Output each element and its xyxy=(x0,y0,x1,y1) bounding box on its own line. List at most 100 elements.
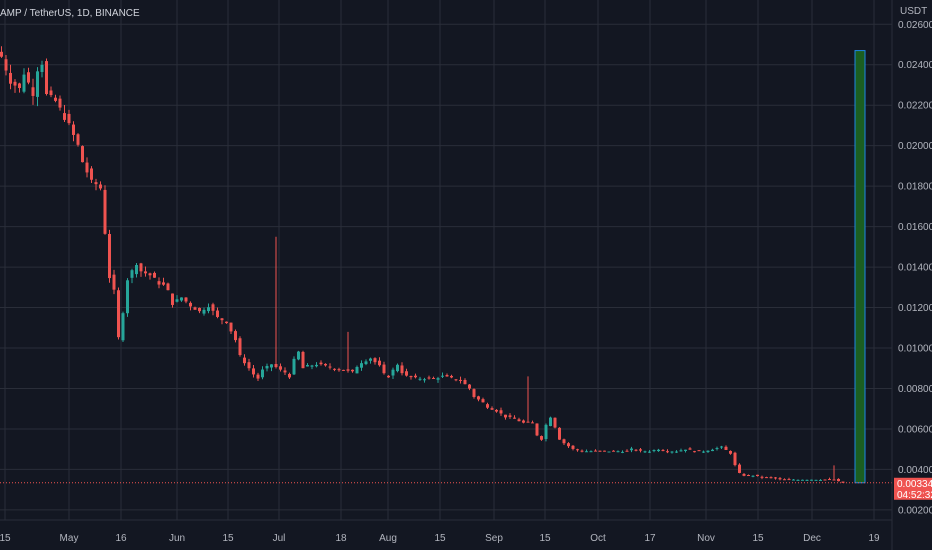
candle-body xyxy=(328,366,332,368)
x-tick-label: 15 xyxy=(434,533,446,544)
target-zone-box[interactable] xyxy=(854,50,866,484)
candle-body xyxy=(522,420,525,423)
y-tick-label: 0.02200 xyxy=(898,101,932,112)
candle-body xyxy=(189,302,192,307)
x-tick-label: 15 xyxy=(222,533,234,544)
candle xyxy=(126,278,129,317)
candle-body xyxy=(369,358,372,361)
candle-body xyxy=(783,479,786,481)
candle-body xyxy=(513,417,516,419)
x-tick-label: 17 xyxy=(644,533,656,544)
candle-body xyxy=(373,358,377,363)
candle xyxy=(9,64,12,90)
candle xyxy=(553,417,557,429)
candle-body xyxy=(724,446,728,450)
candle xyxy=(769,476,773,479)
candle-body xyxy=(315,364,318,367)
candle-body xyxy=(769,477,773,479)
candle xyxy=(265,363,269,372)
candle-body xyxy=(594,450,597,452)
candle xyxy=(832,465,836,481)
candle xyxy=(495,409,498,413)
candle xyxy=(477,395,480,402)
y-tick-label: 0.02000 xyxy=(898,141,932,152)
candle xyxy=(166,282,170,291)
candle-body xyxy=(774,477,777,479)
candle-body xyxy=(265,365,269,369)
candle-body xyxy=(211,304,215,311)
x-tick-label: Jul xyxy=(273,533,286,544)
candle xyxy=(805,479,809,481)
candle-body xyxy=(796,479,800,481)
candle-body xyxy=(171,293,174,305)
candle xyxy=(112,269,116,295)
candle xyxy=(558,427,561,440)
candle-body xyxy=(355,366,359,374)
candle xyxy=(445,373,449,377)
candle xyxy=(76,133,80,147)
candle xyxy=(463,378,467,385)
x-tick-label: 15 xyxy=(0,533,11,544)
candle xyxy=(63,105,66,122)
candle-body xyxy=(535,423,539,436)
y-tick-label: 0.02600 xyxy=(898,20,932,31)
y-tick-label: 0.01800 xyxy=(898,182,932,193)
candle-body xyxy=(274,363,278,368)
candle-body xyxy=(567,443,570,447)
candle xyxy=(657,448,660,452)
candle xyxy=(292,356,296,375)
candle xyxy=(346,331,350,373)
candle xyxy=(94,178,98,191)
candle-body xyxy=(562,439,566,444)
time-axis[interactable]: 15 May 16 Jun 15 Jul 18 Aug 15 Sep 15 Oct 17 Nov 15 Dec… xyxy=(0,533,880,544)
candle-body xyxy=(508,415,512,417)
candle xyxy=(774,476,777,480)
x-tick-label: Sep xyxy=(485,533,503,544)
candle-body xyxy=(738,464,741,473)
candle-body xyxy=(13,81,17,86)
candle-body xyxy=(481,399,485,403)
symbol-title: AMP / TetherUS, 1D, BINANCE xyxy=(0,8,140,19)
candle xyxy=(36,67,39,107)
candle-body xyxy=(576,449,579,451)
candle xyxy=(594,449,597,452)
candle-body xyxy=(108,234,111,279)
candle-body xyxy=(139,263,143,272)
candle-body xyxy=(67,113,71,124)
candle-body xyxy=(585,451,588,453)
candle xyxy=(684,449,687,453)
candle-body xyxy=(495,409,498,412)
candle xyxy=(742,472,746,477)
candle-body xyxy=(148,273,152,276)
y-tick-label: 0.00800 xyxy=(898,384,932,395)
target-zone xyxy=(0,50,892,484)
candle-body xyxy=(301,351,305,369)
candle-body xyxy=(225,321,228,324)
candle-body xyxy=(216,310,219,317)
candle xyxy=(130,268,134,284)
candle xyxy=(342,369,345,371)
candle-body xyxy=(423,379,426,381)
x-tick-label: 16 xyxy=(115,533,127,544)
candle xyxy=(0,46,3,58)
price-axis[interactable]: 0.02600 0.02400 0.02200 0.02000 0.01800 0.016… xyxy=(898,20,932,517)
candle-body xyxy=(598,450,602,452)
candle xyxy=(459,376,462,384)
candle-body xyxy=(472,389,476,397)
candle-body xyxy=(621,451,624,453)
x-tick-label: Aug xyxy=(379,533,397,544)
candle xyxy=(252,364,255,378)
candle-body xyxy=(27,72,30,83)
candle xyxy=(621,450,624,454)
candle-body xyxy=(81,146,84,163)
candle xyxy=(261,366,264,380)
y-tick-label: 0.01600 xyxy=(898,222,932,233)
candle-body xyxy=(256,374,260,379)
candle-body xyxy=(409,376,413,378)
candle-body xyxy=(247,362,251,369)
candle xyxy=(720,445,723,450)
candle xyxy=(333,368,336,372)
